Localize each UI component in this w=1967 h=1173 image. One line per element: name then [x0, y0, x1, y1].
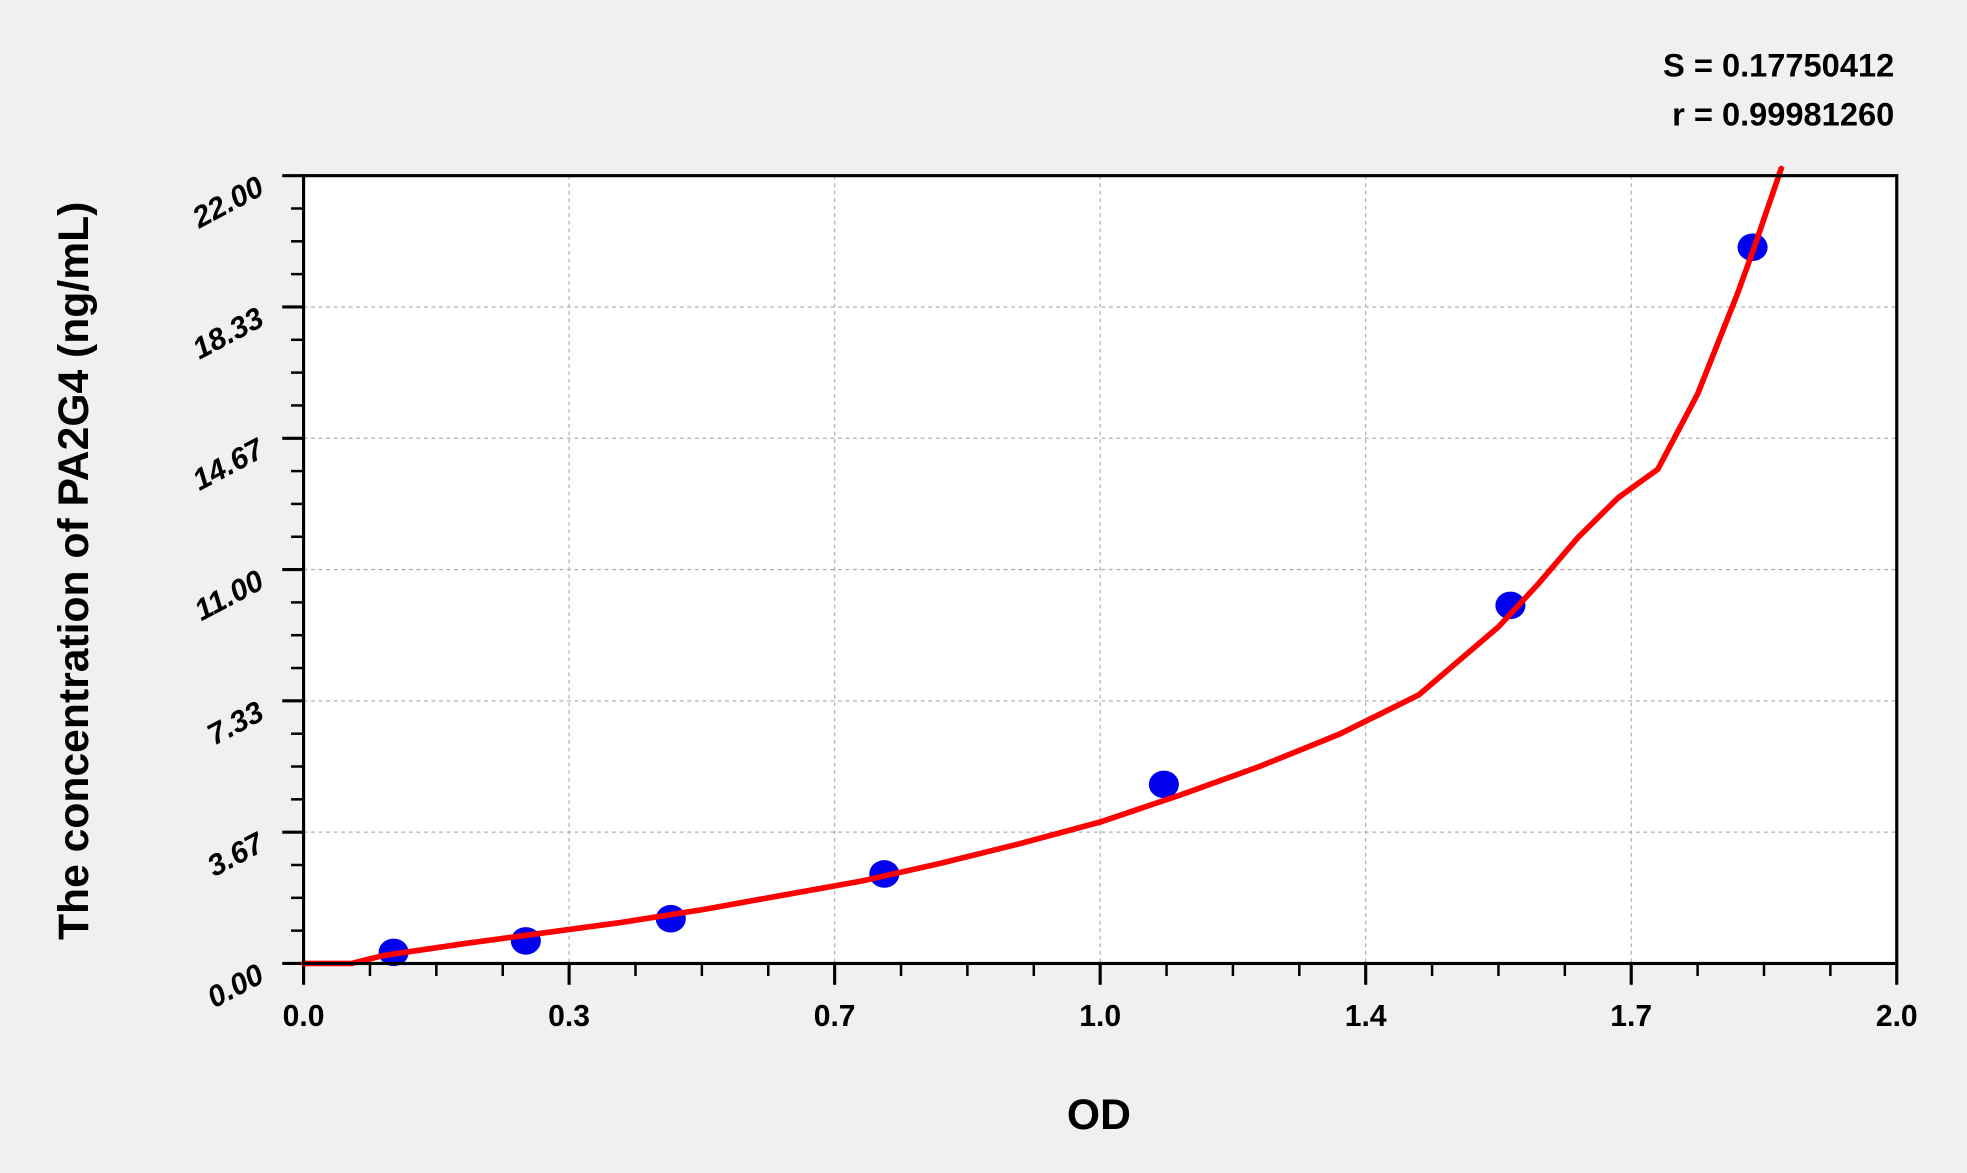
x-tick-label: 1.4	[1345, 1000, 1387, 1033]
axis-ticks	[282, 174, 1899, 985]
x-tick-label: 0.3	[548, 1000, 590, 1033]
x-tick-label: 0.7	[814, 1000, 856, 1033]
fit-curve-group	[300, 165, 1785, 967]
x-tick-label: 2.0	[1876, 1000, 1918, 1033]
x-tick-labels: 0.0 0.3 0.7 1.0 1.4 1.7 2.0	[283, 1000, 1918, 1033]
data-point	[1495, 591, 1526, 620]
fit-curve	[300, 165, 1785, 967]
gridlines	[303, 175, 1897, 964]
data-point	[1148, 770, 1179, 799]
s-statistic: S = 0.17750412	[1663, 47, 1894, 84]
x-tick-label: 1.0	[1079, 1000, 1121, 1033]
r-statistic: r = 0.99981260	[1672, 95, 1894, 132]
x-axis-label: OD	[1067, 1091, 1131, 1139]
x-tick-label: 0.0	[283, 1000, 325, 1033]
plot-frame	[302, 174, 1899, 966]
y-axis-label: The concentration of PA2G4 (ng/mL)	[50, 202, 98, 940]
x-tick-label: 1.7	[1610, 1000, 1652, 1033]
